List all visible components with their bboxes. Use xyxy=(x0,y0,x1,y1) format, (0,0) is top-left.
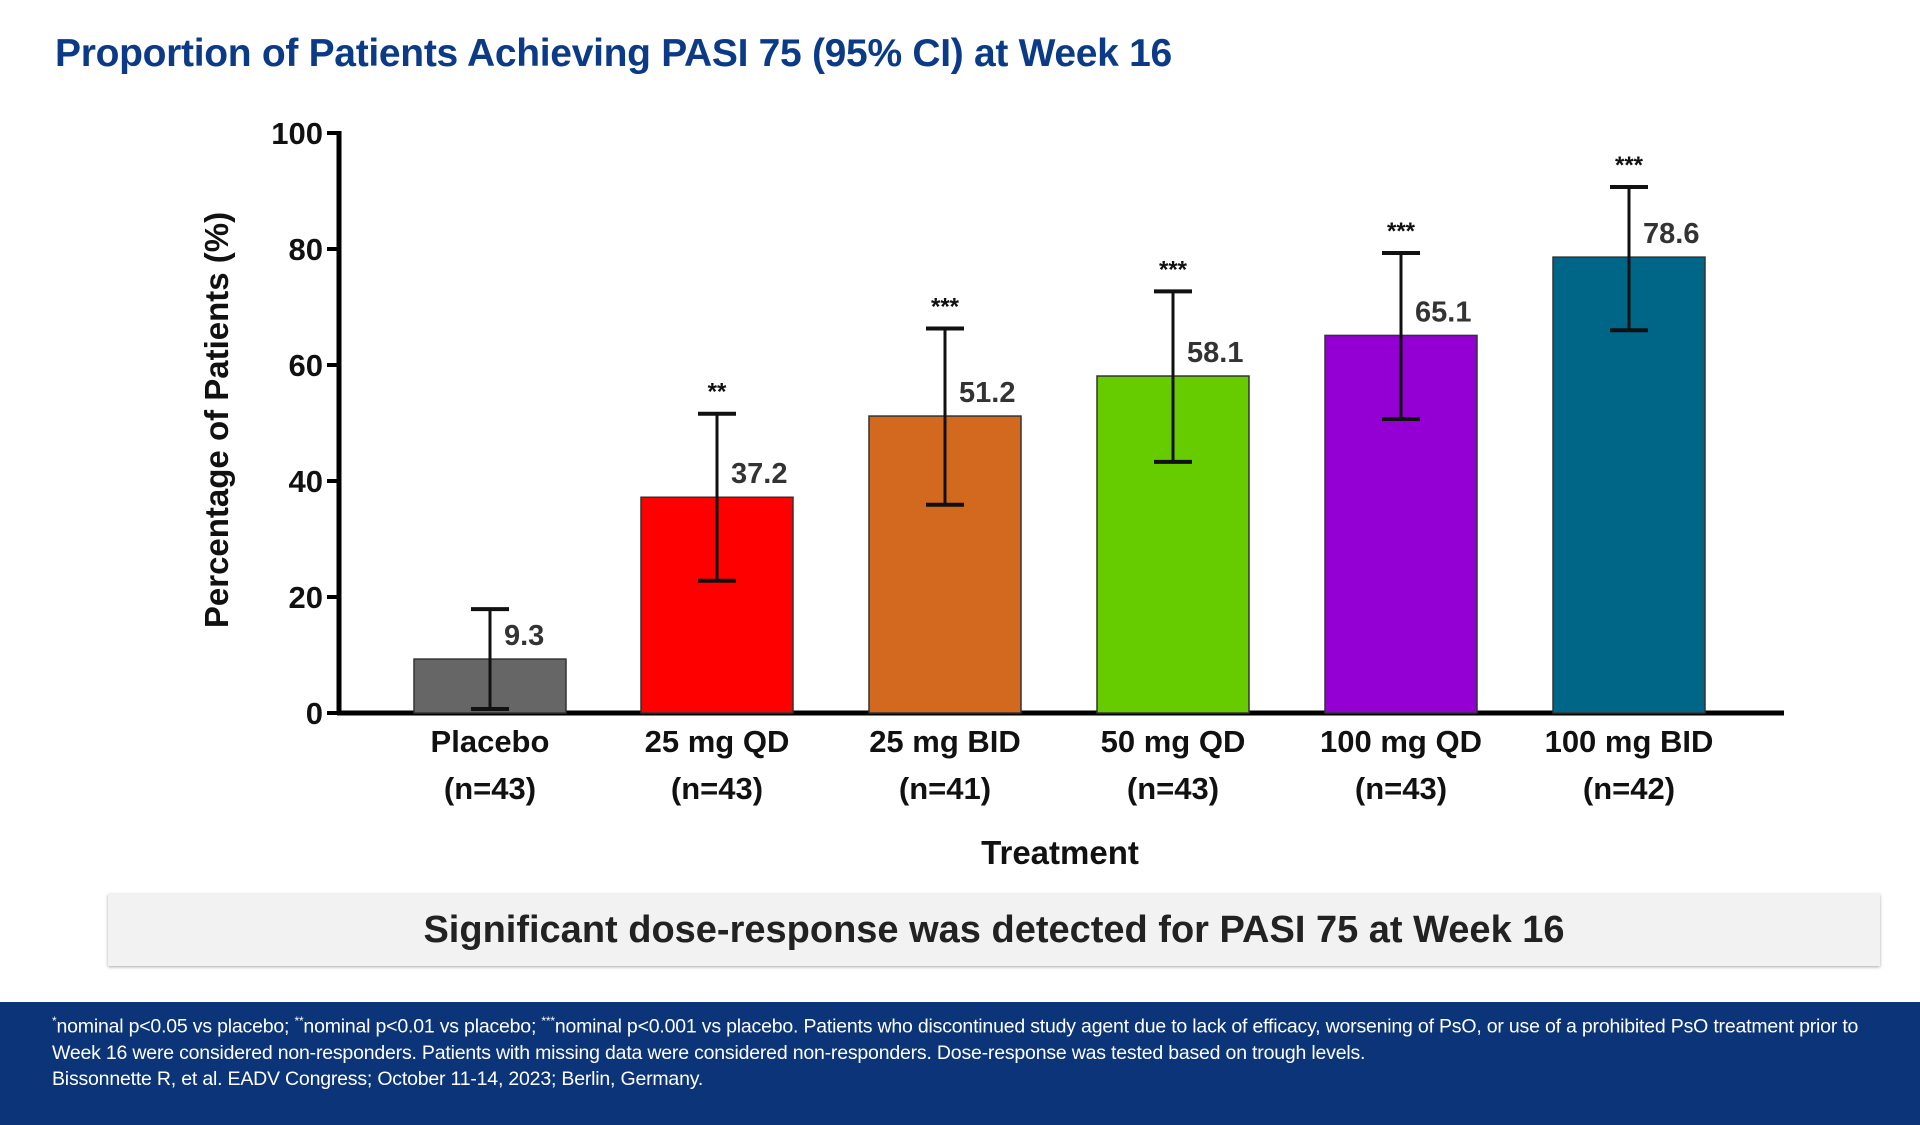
significance-marker: *** xyxy=(1159,256,1188,283)
data-label: 65.1 xyxy=(1415,296,1471,328)
data-label: 78.6 xyxy=(1643,218,1699,250)
data-label: 58.1 xyxy=(1187,337,1243,369)
sig1-text: nominal p<0.05 vs placebo; xyxy=(56,1015,295,1038)
bar-chart: 0 20 40 60 80 100 9.3 Placebo (n=43) 37.2 ** 25 mg… xyxy=(198,116,1784,871)
x-tick-n-label: (n=43) xyxy=(444,771,536,806)
significance-marker: *** xyxy=(1615,152,1644,179)
slide-title: Proportion of Patients Achieving PASI 75… xyxy=(55,32,1172,75)
x-tick-n-label: (n=41) xyxy=(899,771,991,806)
y-tick-label: 80 xyxy=(289,232,323,267)
x-tick-n-label: (n=43) xyxy=(1127,771,1219,806)
data-label: 51.2 xyxy=(959,377,1015,409)
x-tick-label: 25 mg QD xyxy=(645,724,790,759)
footnote: *nominal p<0.05 vs placebo; **nominal p<… xyxy=(52,1008,1906,1066)
sig2-text: nominal p<0.01 vs placebo; xyxy=(303,1015,542,1038)
sig2-mark: ** xyxy=(294,1014,304,1028)
significance-marker: *** xyxy=(1387,218,1416,245)
y-tick-label: 20 xyxy=(289,580,323,615)
data-label: 9.3 xyxy=(504,620,544,652)
x-tick-label: 50 mg QD xyxy=(1101,724,1246,759)
x-tick-n-label: (n=43) xyxy=(671,771,763,806)
data-label: 37.2 xyxy=(731,458,787,490)
sig3-text: nominal p<0.001 vs placebo. Patients who… xyxy=(52,1015,1859,1064)
y-tick-label: 0 xyxy=(306,696,323,731)
footer: *nominal p<0.05 vs placebo; **nominal p<… xyxy=(0,1002,1920,1125)
sig3-mark: *** xyxy=(541,1014,555,1028)
bar xyxy=(1552,256,1706,714)
citation: Bissonnette R, et al. EADV Congress; Oct… xyxy=(52,1067,704,1090)
x-tick-label: 100 mg QD xyxy=(1320,724,1482,759)
x-axis-label: Treatment xyxy=(981,834,1139,871)
y-tick-label: 40 xyxy=(289,464,323,499)
x-tick-n-label: (n=43) xyxy=(1355,771,1447,806)
x-tick-label: 25 mg BID xyxy=(869,724,1021,759)
significance-marker: ** xyxy=(708,379,727,406)
y-tick-label: 60 xyxy=(289,348,323,383)
callout-box: Significant dose-response was detected f… xyxy=(108,894,1880,966)
y-axis-label: Percentage of Patients (%) xyxy=(198,212,235,628)
x-tick-n-label: (n=42) xyxy=(1583,771,1675,806)
significance-marker: *** xyxy=(931,293,960,320)
x-tick-label: 100 mg BID xyxy=(1545,724,1714,759)
y-tick-label: 100 xyxy=(271,116,323,151)
x-tick-label: Placebo xyxy=(431,724,550,759)
sig1-mark: * xyxy=(52,1014,57,1028)
